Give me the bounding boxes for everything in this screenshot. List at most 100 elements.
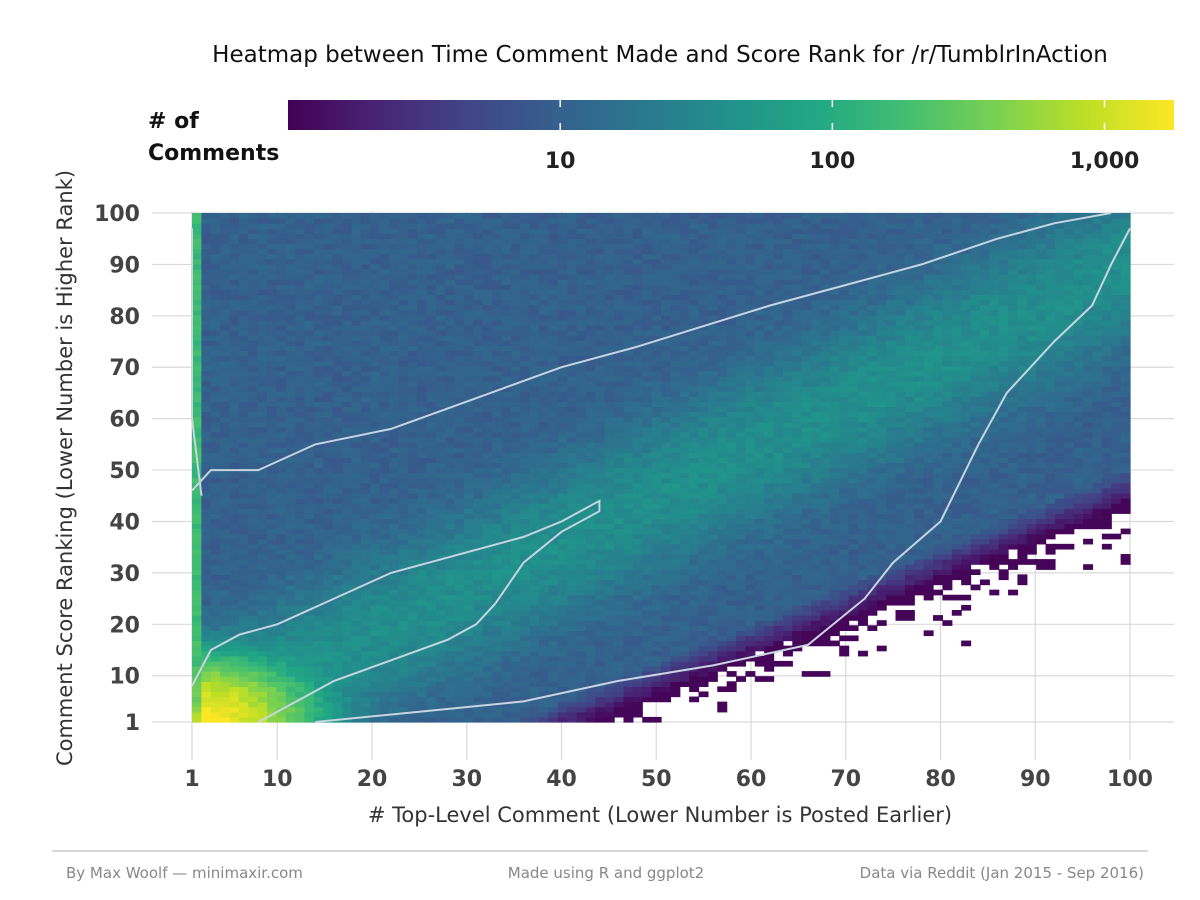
heat-cell [595,574,606,581]
heat-cell [510,574,521,581]
heat-cell [492,431,503,438]
heat-cell [529,584,540,591]
heat-cell [388,228,399,234]
heat-cell [201,559,212,565]
heat-cell [313,482,324,489]
heatmap-cells [192,213,1131,723]
heat-cell [407,279,418,285]
heat-cell [473,671,484,677]
heat-cell [267,564,278,570]
heat-cell [370,340,381,346]
heat-cell [482,411,493,418]
heat-cell [529,635,540,642]
heat-cell [267,676,278,682]
heat-cell [539,406,550,413]
heat-cell [313,335,324,341]
heat-cell [576,543,587,550]
heat-cell [267,487,278,494]
heat-cell [539,518,550,525]
heat-cell [501,370,512,377]
heat-cell [548,304,559,311]
heat-cell [595,569,606,575]
heat-cell [407,472,418,479]
heat-cell [548,716,559,723]
heat-cell [539,442,550,448]
heat-cell [623,630,634,637]
heat-cell [351,284,362,290]
heat-cell [398,559,409,565]
heat-cell [248,554,259,560]
heat-cell [539,253,550,260]
heat-cell [614,319,625,326]
heat-cell [557,610,568,616]
heat-cell [323,554,334,560]
heat-cell [388,477,399,484]
heat-cell [604,360,615,367]
heat-cell [501,309,512,316]
heat-cell [313,615,324,621]
heat-cell [595,711,606,718]
heat-cell [248,253,259,260]
heat-cell [210,324,221,331]
heat-cell [276,559,287,565]
heat-cell [642,411,653,418]
heat-cell [623,610,634,616]
heat-cell [595,518,606,525]
heat-cell [632,482,643,489]
heat-cell [257,620,268,626]
heat-cell [557,645,568,652]
heat-cell [342,421,353,428]
heat-cell [623,513,634,519]
heat-cell [539,360,550,367]
heat-cell [614,289,625,296]
heat-cell [304,487,315,494]
heat-cell [614,508,625,514]
heat-cell [229,431,240,438]
heat-cell [473,513,484,519]
heat-cell [539,645,550,652]
heat-cell [454,559,465,565]
heat-cell [520,340,531,346]
heat-cell [595,630,606,637]
heat-cell [604,472,615,479]
heat-cell [351,386,362,392]
heat-cell [632,213,643,219]
heat-cell [238,645,249,652]
heat-cell [398,696,409,703]
heat-cell [388,401,399,408]
heat-cell [398,380,409,387]
heat-cell [220,380,231,387]
heat-cell [257,676,268,682]
heat-cell [585,523,596,530]
heat-cell [398,640,409,647]
heat-cell [529,360,540,367]
heat-cell [417,660,428,667]
heat-cell [445,274,456,280]
heat-cell [210,406,221,413]
heat-cell [604,610,615,616]
heat-cell [614,620,625,626]
heat-cell [642,238,653,245]
heat-cell [529,666,540,672]
heat-cell [632,640,643,647]
heat-cell [370,360,381,367]
heat-cell [520,472,531,479]
heat-cell [623,411,634,418]
heat-cell [276,523,287,530]
heat-cell [332,640,343,647]
heat-cell [426,518,437,525]
heat-cell [642,538,653,545]
heat-cell [529,711,540,718]
heat-cell [351,716,362,723]
heat-cell [323,386,334,392]
heat-cell [351,426,362,433]
heat-cell [388,696,399,703]
heat-cell [220,213,231,219]
heat-cell [323,375,334,382]
heat-cell [651,548,662,555]
heat-cell [248,594,259,601]
heat-cell [623,701,634,708]
heat-cell [379,263,390,270]
heat-cell [435,431,446,438]
heat-cell [539,416,550,423]
